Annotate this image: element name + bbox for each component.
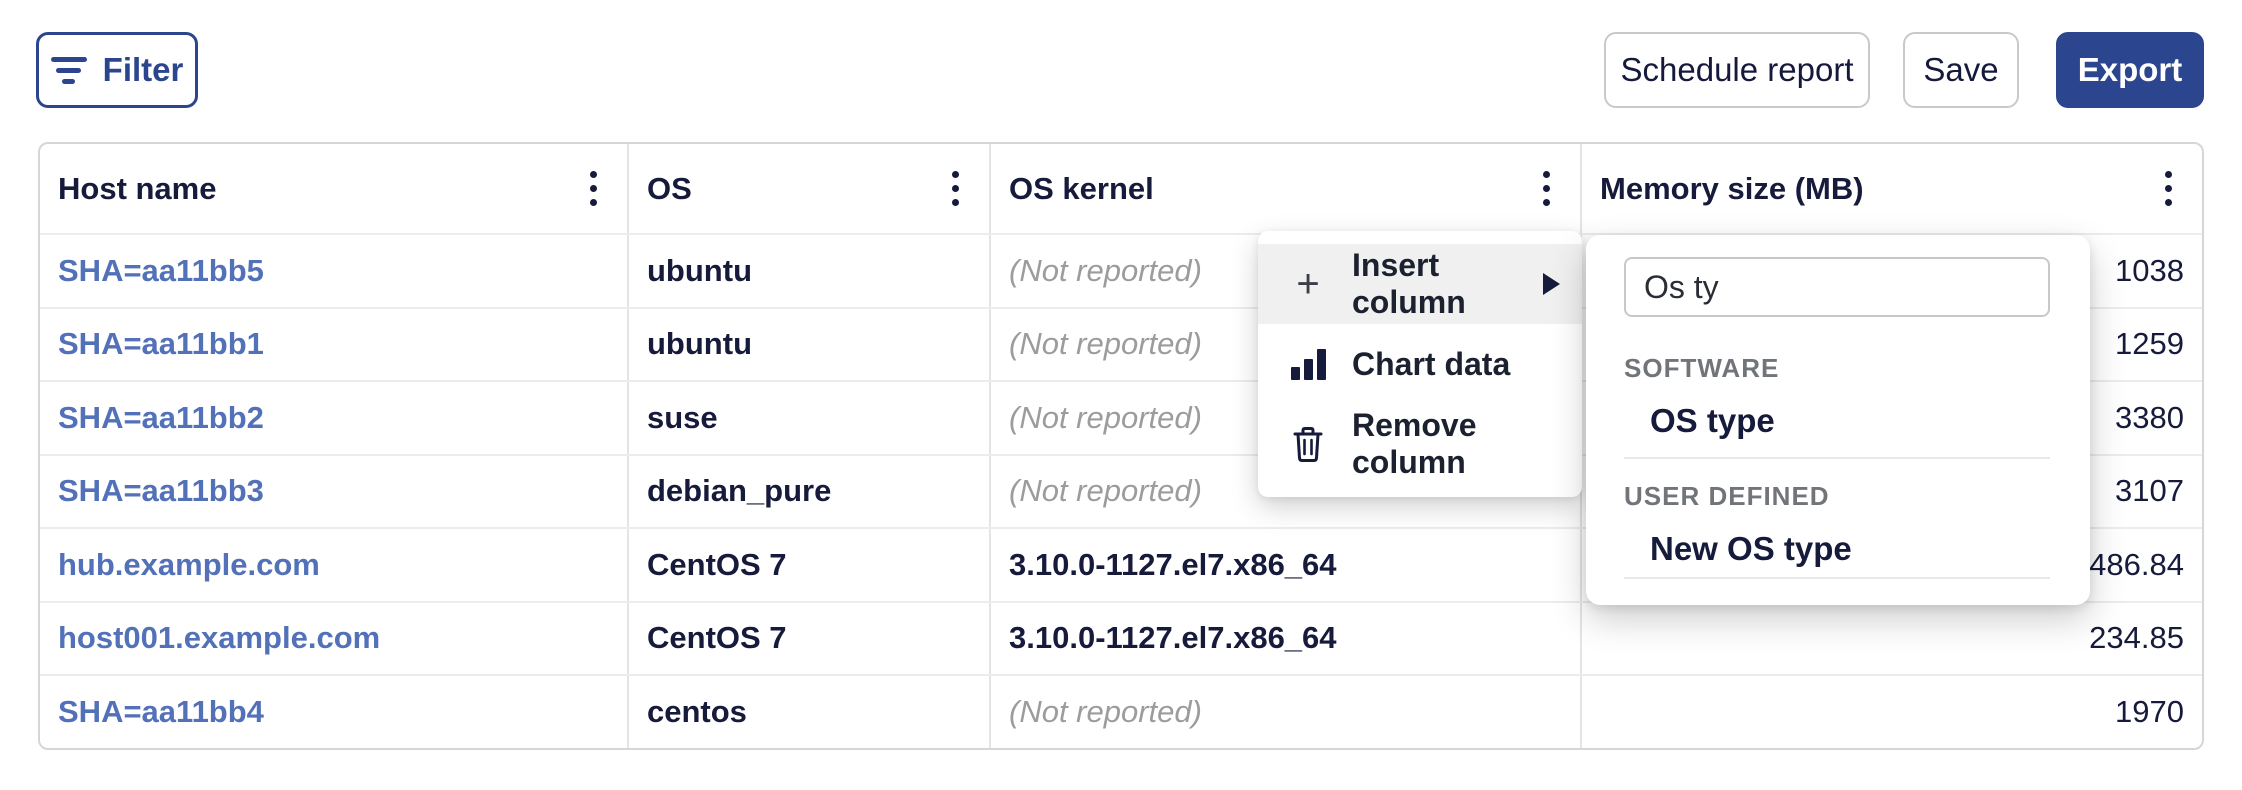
os-kernel-cell: (Not reported) — [989, 455, 1580, 527]
column-menu-kebab-icon[interactable] — [2153, 161, 2184, 216]
table-row: SHA=aa11bb4 centos (Not reported) 1970 — [40, 674, 2202, 748]
host-name-cell: host001.example.com — [40, 603, 627, 675]
table-row: host001.example.com CentOS 7 3.10.0-1127… — [40, 600, 2202, 675]
column-menu-kebab-icon[interactable] — [1531, 161, 1562, 216]
os-cell: centos — [627, 676, 989, 748]
export-button[interactable]: Export — [2056, 32, 2204, 108]
column-context-menu: + Insert column Chart data Remove column — [1258, 231, 1582, 497]
submenu-caret-icon — [1543, 273, 1560, 295]
save-button[interactable]: Save — [1903, 32, 2019, 108]
host-link[interactable]: SHA=aa11bb1 — [58, 326, 264, 362]
table-row: SHA=aa11bb2 suse (Not reported) 3380 — [40, 380, 2202, 454]
host-name-cell: SHA=aa11bb4 — [40, 676, 627, 748]
host-link[interactable]: hub.example.com — [58, 546, 320, 582]
table-row: hub.example.com CentOS 7 3.10.0-1127.el7… — [40, 527, 2202, 601]
menu-item-chart-data[interactable]: Chart data — [1258, 324, 1582, 404]
os-kernel-cell: (Not reported) — [989, 382, 1580, 454]
insert-column-popover: SOFTWARE OS type USER DEFINED New OS typ… — [1586, 235, 2090, 605]
filter-button[interactable]: Filter — [36, 32, 198, 108]
os-kernel-cell: 3.10.0-1127.el7.x86_64 — [989, 602, 1580, 674]
not-reported-value: (Not reported) — [1009, 693, 1202, 729]
column-menu-kebab-icon[interactable] — [940, 161, 971, 216]
menu-item-label: Insert column — [1352, 247, 1466, 320]
column-header-label: Memory size (MB) — [1600, 170, 1864, 206]
table-row: SHA=aa11bb5 ubuntu (Not reported) 1038 — [40, 233, 2202, 307]
os-cell: ubuntu — [627, 235, 989, 307]
save-button-label: Save — [1923, 51, 1999, 88]
filter-icon — [50, 56, 87, 84]
host-name-cell: SHA=aa11bb5 — [40, 235, 627, 307]
chart-bars-icon — [1288, 348, 1328, 380]
column-header-os: OS — [627, 144, 989, 233]
schedule-report-label: Schedule report — [1620, 51, 1854, 88]
column-header-memory-size: Memory size (MB) — [1580, 144, 2202, 233]
menu-item-label: Chart data — [1352, 345, 1511, 382]
not-reported-value: (Not reported) — [1009, 399, 1202, 435]
host-link[interactable]: SHA=aa11bb5 — [58, 252, 264, 288]
trash-icon — [1288, 425, 1328, 463]
host-name-cell: SHA=aa11bb3 — [40, 456, 627, 528]
host-name-cell: SHA=aa11bb2 — [40, 382, 627, 454]
os-cell: CentOS 7 — [627, 602, 989, 674]
os-cell: suse — [627, 382, 989, 454]
table-header-row: Host name OS OS kernel Memory size (MB) — [40, 144, 2202, 233]
filter-button-label: Filter — [102, 51, 184, 88]
os-kernel-cell: (Not reported) — [989, 308, 1580, 380]
table-row: SHA=aa11bb3 debian_pure (Not reported) 3… — [40, 453, 2202, 528]
memory-cell: 234.85 — [1580, 602, 2202, 674]
os-cell: debian_pure — [627, 455, 989, 527]
popover-divider — [1624, 577, 2050, 579]
os-kernel-cell: 3.10.0-1127.el7.x86_64 — [989, 529, 1580, 601]
column-header-label: OS kernel — [1009, 170, 1154, 206]
host-link[interactable]: SHA=aa11bb3 — [58, 473, 264, 509]
os-cell: ubuntu — [627, 308, 989, 380]
os-kernel-cell: (Not reported) — [989, 235, 1580, 307]
memory-cell: 486.84 — [1580, 529, 2202, 601]
menu-item-insert-column[interactable]: + Insert column — [1258, 244, 1582, 324]
popover-group-label-user-defined: USER DEFINED — [1624, 481, 1830, 511]
memory-cell: 1970 — [1580, 676, 2202, 748]
popover-option-new-os-type[interactable]: New OS type — [1650, 530, 1852, 567]
not-reported-value: (Not reported) — [1009, 473, 1202, 509]
column-menu-kebab-icon[interactable] — [578, 161, 609, 216]
os-cell: CentOS 7 — [627, 529, 989, 601]
not-reported-value: (Not reported) — [1009, 326, 1202, 362]
host-link[interactable]: SHA=aa11bb4 — [58, 693, 264, 729]
host-name-cell: SHA=aa11bb1 — [40, 309, 627, 381]
export-button-label: Export — [2077, 51, 2183, 88]
popover-divider — [1624, 457, 2050, 459]
not-reported-value: (Not reported) — [1009, 252, 1202, 288]
menu-item-label: Remove column — [1352, 407, 1477, 480]
column-header-os-kernel: OS kernel — [989, 144, 1580, 233]
menu-item-remove-column[interactable]: Remove column — [1258, 404, 1582, 484]
popover-group-label-software: SOFTWARE — [1624, 353, 1780, 383]
column-search-input[interactable] — [1624, 257, 2050, 317]
plus-icon: + — [1296, 262, 1320, 306]
column-header-host-name: Host name — [40, 144, 627, 233]
column-header-label: OS — [647, 170, 692, 206]
host-link[interactable]: SHA=aa11bb2 — [58, 399, 264, 435]
column-header-label: Host name — [58, 170, 217, 206]
schedule-report-button[interactable]: Schedule report — [1604, 32, 1870, 108]
popover-option-os-type[interactable]: OS type — [1650, 402, 1775, 439]
host-name-cell: hub.example.com — [40, 529, 627, 601]
os-kernel-cell: (Not reported) — [989, 676, 1580, 748]
host-link[interactable]: host001.example.com — [58, 620, 381, 656]
